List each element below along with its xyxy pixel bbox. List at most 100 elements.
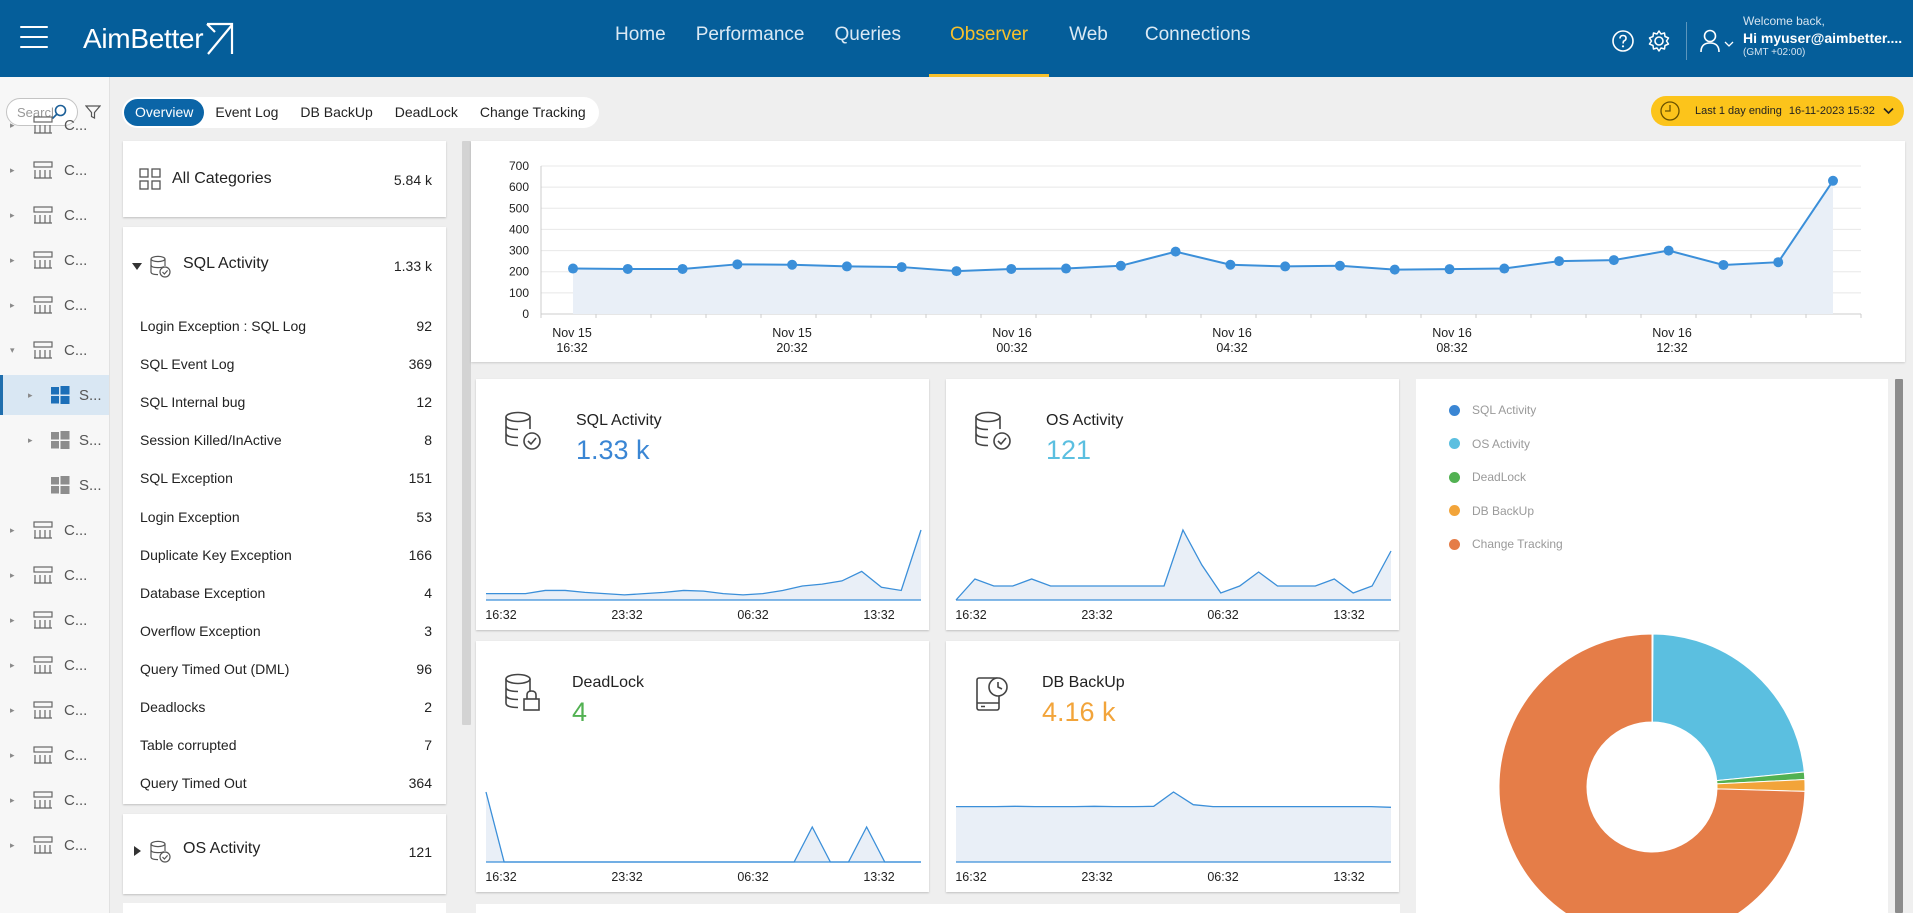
- category-item-name: SQL Internal bug: [140, 394, 246, 411]
- series-area: [573, 180, 1833, 314]
- collapse-caret-icon: [132, 263, 142, 270]
- sparkline-chart: 16:32 23:32 06:32 13:32: [485, 529, 922, 622]
- collapse-caret-icon[interactable]: ▾: [10, 344, 15, 355]
- category-item[interactable]: Query Timed Out (DML) 96: [140, 661, 432, 681]
- tree-item[interactable]: ▸ C...: [0, 555, 109, 595]
- legend-item[interactable]: OS Activity: [1449, 437, 1530, 451]
- category-scrollbar[interactable]: [462, 141, 471, 725]
- page-scrollbar[interactable]: [1895, 379, 1903, 913]
- legend-dot: [1449, 505, 1460, 516]
- logo[interactable]: AimBetter: [83, 22, 235, 56]
- data-point: [1828, 175, 1838, 186]
- category-item[interactable]: Query Timed Out 364: [140, 775, 432, 795]
- time-range-button[interactable]: Last 1 day ending 16-11-2023 15:32: [1651, 96, 1904, 126]
- expand-caret-icon[interactable]: ▸: [10, 839, 15, 850]
- expand-caret-icon[interactable]: ▸: [10, 704, 15, 715]
- nav-queries[interactable]: Queries: [834, 24, 901, 45]
- tree-item[interactable]: ▸ C...: [0, 105, 109, 145]
- category-item[interactable]: SQL Event Log 369: [140, 356, 432, 376]
- sql-activity-tile[interactable]: SQL Activity 1.33 k 16:32 23:32 06:32 13:32: [476, 379, 929, 630]
- tree-item[interactable]: ▸ C...: [0, 690, 109, 730]
- legend-item[interactable]: SQL Activity: [1449, 403, 1536, 417]
- tree-search-input[interactable]: [17, 104, 53, 120]
- menu-icon[interactable]: [20, 26, 48, 48]
- tree-item-label: S...: [79, 431, 102, 449]
- os-activity-card[interactable]: OS Activity 121: [123, 814, 446, 894]
- tree-item[interactable]: S...: [0, 465, 109, 505]
- tree-item[interactable]: ▸ C...: [0, 510, 109, 550]
- expand-caret-icon[interactable]: ▸: [10, 299, 15, 310]
- category-item[interactable]: Login Exception : SQL Log 92: [140, 318, 432, 338]
- filter-icon[interactable]: [85, 104, 101, 120]
- expand-caret-icon[interactable]: ▸: [10, 569, 15, 580]
- tree-item[interactable]: ▾ C...: [0, 330, 109, 370]
- nav-web[interactable]: Web: [1069, 24, 1108, 45]
- legend-label: DB BackUp: [1472, 503, 1535, 518]
- search-icon[interactable]: [51, 104, 67, 120]
- x-tick-label: 16:32: [485, 870, 516, 884]
- tree-item[interactable]: ▸ C...: [0, 735, 109, 775]
- expand-caret-icon[interactable]: ▸: [28, 389, 33, 400]
- tree-item[interactable]: ▸ S...: [0, 420, 109, 460]
- nav-connections[interactable]: Connections: [1144, 24, 1251, 45]
- x-tick-label: 23:32: [1081, 870, 1112, 884]
- expand-caret-icon[interactable]: ▸: [10, 164, 15, 175]
- os-activity-header[interactable]: OS Activity 121: [123, 814, 446, 894]
- welcome-block[interactable]: Welcome back, Hi myuser@aimbetter.... (G…: [1743, 15, 1902, 58]
- legend-item[interactable]: Change Tracking: [1449, 537, 1563, 551]
- tree-item[interactable]: ▸ C...: [0, 195, 109, 235]
- legend-item[interactable]: DeadLock: [1449, 470, 1526, 484]
- category-item[interactable]: Duplicate Key Exception 166: [140, 547, 432, 567]
- deadlock-tile[interactable]: DeadLock 4 16:32 23:32 06:32 13:32: [476, 641, 929, 892]
- help-icon[interactable]: [1610, 28, 1636, 54]
- expand-caret-icon[interactable]: ▸: [10, 524, 15, 535]
- data-point: [1554, 256, 1565, 267]
- category-item[interactable]: Table corrupted 7: [140, 737, 432, 757]
- tile-value: 121: [1046, 435, 1092, 465]
- category-item-name: Query Timed Out (DML): [140, 660, 290, 677]
- expand-caret-icon[interactable]: ▸: [10, 614, 15, 625]
- expand-caret-icon[interactable]: ▸: [10, 119, 15, 130]
- tree-item[interactable]: ▸ C...: [0, 150, 109, 190]
- nav-performance[interactable]: Performance: [695, 24, 805, 45]
- category-item[interactable]: Deadlocks 2: [140, 699, 432, 719]
- category-item[interactable]: Database Exception 4: [140, 585, 432, 605]
- nav-observer[interactable]: Observer: [929, 0, 1050, 77]
- tab-change-tracking[interactable]: Change Tracking: [479, 104, 586, 120]
- category-item-count: 369: [408, 356, 432, 373]
- category-item-count: 96: [416, 660, 432, 677]
- expand-caret-icon[interactable]: ▸: [10, 749, 15, 760]
- user-menu[interactable]: [1699, 28, 1734, 54]
- category-item[interactable]: Overflow Exception 3: [140, 623, 432, 643]
- nav-home[interactable]: Home: [615, 24, 666, 45]
- tree-item[interactable]: ▸ S...: [0, 375, 109, 415]
- expand-caret-icon[interactable]: ▸: [10, 794, 15, 805]
- category-item[interactable]: SQL Exception 151: [140, 470, 432, 490]
- tree-item[interactable]: ▸ C...: [0, 285, 109, 325]
- next-category-card: [123, 903, 446, 913]
- tab-deadlock[interactable]: DeadLock: [394, 104, 458, 120]
- tree-item[interactable]: ▸ C...: [0, 780, 109, 820]
- db-backup-tile[interactable]: DB BackUp 4.16 k 16:32 23:32 06:32 13:32: [946, 641, 1399, 892]
- legend-item[interactable]: DB BackUp: [1449, 504, 1534, 518]
- expand-caret-icon[interactable]: ▸: [28, 434, 33, 445]
- all-categories-card[interactable]: All Categories 5.84 k: [123, 141, 446, 217]
- category-item[interactable]: Login Exception 53: [140, 509, 432, 529]
- expand-caret-icon[interactable]: ▸: [10, 209, 15, 220]
- category-item[interactable]: Session Killed/InActive 8: [140, 432, 432, 452]
- settings-gear-icon[interactable]: [1646, 28, 1672, 54]
- tab-event-log[interactable]: Event Log: [215, 104, 279, 120]
- sql-activity-header[interactable]: SQL Activity 1.33 k: [123, 227, 446, 297]
- legend-label: SQL Activity: [1472, 403, 1537, 417]
- category-distribution-panel: SQL Activity OS Activity DeadLock DB BackUp…: [1416, 379, 1888, 913]
- expand-caret-icon[interactable]: ▸: [10, 659, 15, 670]
- expand-caret-icon[interactable]: ▸: [10, 254, 15, 265]
- tab-overview[interactable]: Overview: [124, 99, 205, 126]
- tree-item[interactable]: ▸ C...: [0, 240, 109, 280]
- tree-item[interactable]: ▸ C...: [0, 645, 109, 685]
- tree-item[interactable]: ▸ C...: [0, 825, 109, 865]
- category-item[interactable]: SQL Internal bug 12: [140, 394, 432, 414]
- tree-item[interactable]: ▸ C...: [0, 600, 109, 640]
- os-activity-tile[interactable]: OS Activity 121 16:32 23:32 06:32 13:32: [946, 379, 1399, 630]
- tab-db-backup[interactable]: DB BackUp: [300, 104, 373, 120]
